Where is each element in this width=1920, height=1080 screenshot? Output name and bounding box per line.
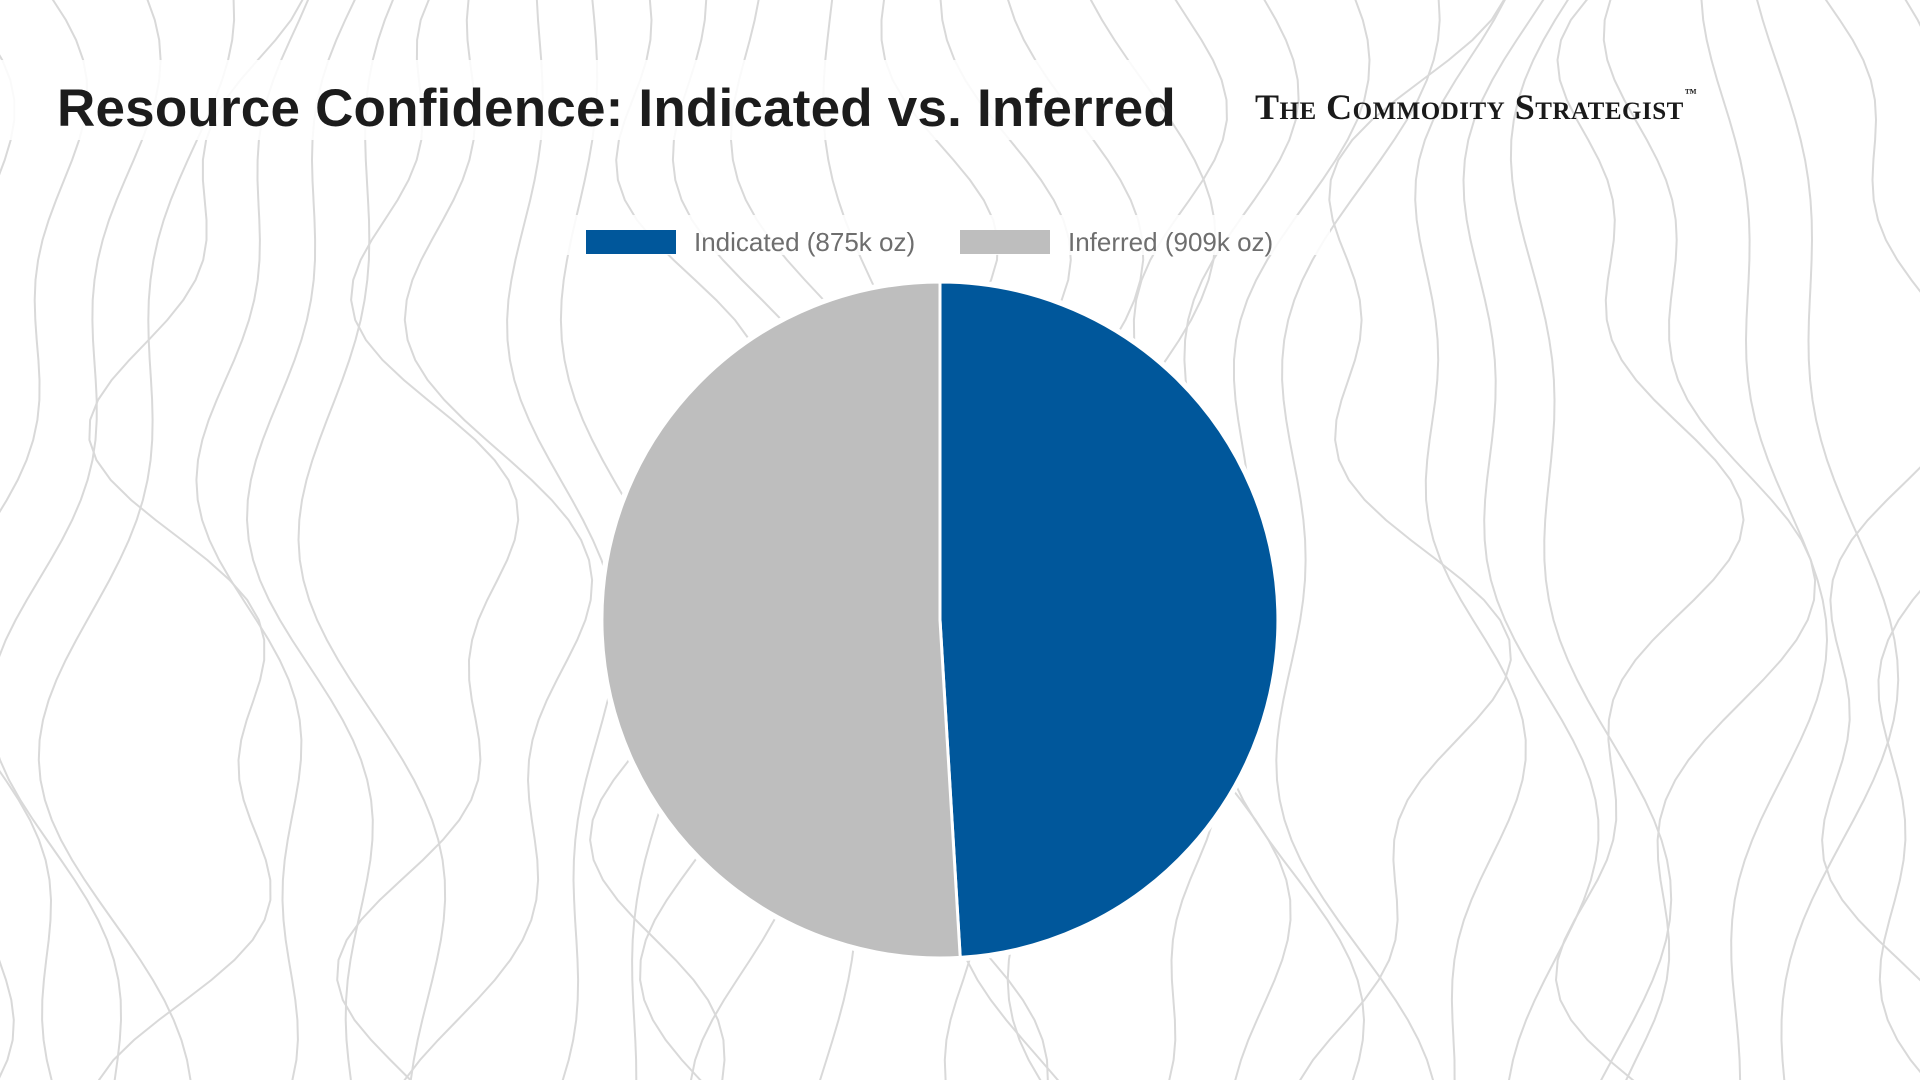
contour-line [245,0,374,1080]
pie-slice-indicated[interactable] [938,280,1280,959]
contour-line [0,0,162,1080]
legend-swatch-indicated [586,230,676,254]
contour-line [0,0,89,1080]
background-backing [560,215,1330,255]
contour-line [1275,0,1441,1080]
contour-line [297,0,447,1080]
legend-label-inferred: Inferred (909k oz) [1068,227,1273,257]
trademark-symbol: ™ [1684,86,1698,100]
brand-logo: The Commodity Strategist™ [1255,86,1697,128]
background-backing [0,60,1160,140]
contour-line [336,0,520,1080]
contour-line [1877,0,1920,1074]
legend-label-indicated: Indicated (875k oz) [694,227,915,257]
contour-line [403,0,594,1080]
contour-line [1299,0,1512,1080]
contour-line [1821,0,1920,982]
brand-name: The Commodity Strategist [1255,87,1684,127]
contour-line [0,54,16,1079]
contour-line [88,0,304,1080]
contour-line [195,0,310,1080]
contour-line [37,0,236,1080]
pie-slice-inferred[interactable] [600,280,962,960]
page-title: Resource Confidence: Indicated vs. Infer… [57,79,1176,138]
contour-line [1414,0,1527,1080]
contour-line [1756,0,1900,1080]
legend-swatch-inferred [960,230,1050,254]
contour-line [1602,0,1817,1080]
contour-line [1554,0,1745,1080]
contour-line [1700,0,1829,1080]
contour-line [1509,0,1673,1080]
contour-line [506,0,618,1080]
